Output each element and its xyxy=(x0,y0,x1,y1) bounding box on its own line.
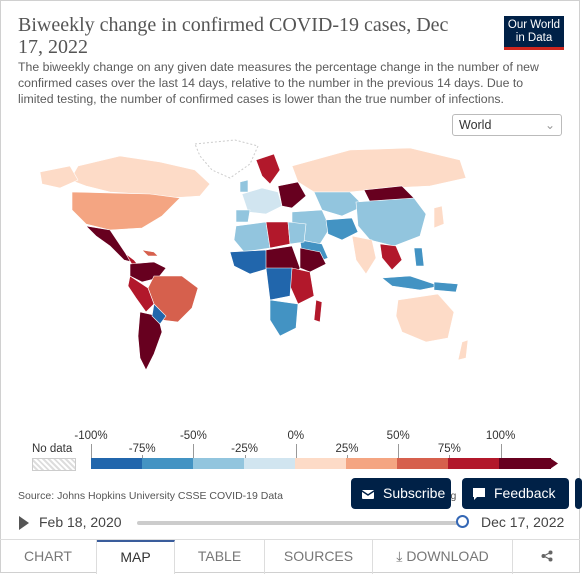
timeline-track[interactable] xyxy=(137,521,463,525)
chat-bubble-icon xyxy=(473,488,485,500)
map-greenland xyxy=(194,139,259,179)
region-select[interactable]: World ⌄ xyxy=(452,114,562,136)
tab-sources[interactable]: SOURCES xyxy=(265,540,373,574)
legend-tick-label: -75% xyxy=(128,443,156,455)
owid-logo[interactable]: Our World in Data xyxy=(504,16,564,50)
legend-tick-mark xyxy=(142,455,144,458)
tab-chart[interactable]: CHART xyxy=(0,540,97,574)
map-japan-korea xyxy=(433,205,445,229)
legend-tick-label: 25% xyxy=(335,443,359,455)
timeline-start-date[interactable]: Feb 18, 2020 xyxy=(39,514,122,530)
legend-tick-mark xyxy=(449,455,451,458)
logo-line-1: Our World xyxy=(507,19,561,31)
map-iberia xyxy=(235,209,251,223)
map-madagascar xyxy=(313,299,323,323)
legend-tick-mark xyxy=(347,455,348,458)
legend-tick-mark xyxy=(500,444,502,458)
map-east-africa xyxy=(289,267,315,305)
tab-download-label: DOWNLOAD xyxy=(406,548,489,564)
map-paraguay-uruguay xyxy=(151,303,167,325)
legend-swatch[interactable] xyxy=(448,458,499,469)
map-eastern-europe xyxy=(277,181,307,209)
share-button[interactable] xyxy=(513,540,580,574)
map-iran-afghanistan xyxy=(325,217,359,241)
feedback-label: Feedback xyxy=(494,485,556,501)
map-philippines xyxy=(413,247,425,267)
legend-swatch[interactable] xyxy=(499,458,551,469)
map-russia xyxy=(291,147,467,193)
source-text-tail: rg xyxy=(447,490,457,502)
extra-button-edge[interactable] xyxy=(575,478,582,509)
legend-tick-label: 0% xyxy=(287,430,305,442)
logo-line-2: in Data xyxy=(515,32,553,44)
map-india xyxy=(351,235,377,275)
map-usa xyxy=(71,191,181,231)
subscribe-label: Subscribe xyxy=(383,485,446,501)
legend-color-bar[interactable] xyxy=(91,458,551,469)
chevron-down-icon: ⌄ xyxy=(544,118,555,132)
map-canada xyxy=(69,155,211,199)
legend-swatch[interactable] xyxy=(193,458,244,469)
legend-no-data-swatch[interactable] xyxy=(32,458,76,471)
map-caribbean xyxy=(141,249,159,257)
map-china xyxy=(355,197,427,247)
envelope-icon xyxy=(361,490,375,499)
map-mexico xyxy=(85,225,133,263)
legend-tick-mark xyxy=(398,444,400,458)
map-libya xyxy=(265,221,291,249)
legend-swatch[interactable] xyxy=(346,458,397,469)
legend-tick-mark xyxy=(295,444,297,458)
legend-tick-mark xyxy=(193,444,195,458)
legend-tick-label: -100% xyxy=(74,430,108,442)
map-kazakhstan xyxy=(313,191,365,217)
legend-swatch[interactable] xyxy=(244,458,295,469)
legend-tick-label: 50% xyxy=(386,430,410,442)
legend-tick-label: 75% xyxy=(437,443,461,455)
legend-no-data-label: No data xyxy=(32,443,73,455)
download-icon: ⤓ xyxy=(396,548,403,564)
map-horn-of-africa xyxy=(299,247,327,273)
tab-map[interactable]: MAP xyxy=(97,540,175,574)
legend-tick-label: 100% xyxy=(485,430,516,442)
legend-tick-label: -50% xyxy=(179,430,207,442)
legend-swatch[interactable] xyxy=(397,458,448,469)
map-peru-bolivia xyxy=(127,275,155,313)
chart-title: Biweekly change in confirmed COVID-19 ca… xyxy=(18,14,449,58)
world-map[interactable] xyxy=(30,136,470,381)
timeline-handle[interactable] xyxy=(456,515,469,528)
tab-bar: CHART MAP TABLE SOURCES ⤓ DOWNLOAD xyxy=(0,539,580,574)
legend-end-arrow xyxy=(550,458,558,469)
map-southeast-asia xyxy=(379,243,403,271)
feedback-button[interactable]: Feedback xyxy=(462,478,569,509)
timeline-end-date[interactable]: Dec 17, 2022 xyxy=(481,514,565,530)
map-new-guinea xyxy=(433,281,459,293)
map-southern-africa xyxy=(269,299,299,337)
map-drc xyxy=(265,267,293,301)
map-egypt xyxy=(287,221,307,245)
chart-subtitle: The biweekly change on any given date me… xyxy=(18,60,539,106)
map-australia xyxy=(395,293,455,343)
map-uk xyxy=(239,179,249,193)
map-north-africa-west xyxy=(233,221,271,253)
map-indonesia xyxy=(381,275,442,291)
region-select-value: World xyxy=(459,118,492,132)
tab-table[interactable]: TABLE xyxy=(175,540,265,574)
legend-swatch[interactable] xyxy=(91,458,142,469)
map-scandinavia xyxy=(255,153,281,185)
legend-swatch[interactable] xyxy=(295,458,346,469)
map-alaska xyxy=(39,165,79,189)
source-text[interactable]: Source: Johns Hopkins University CSSE CO… xyxy=(18,490,283,502)
legend-tick-label: -25% xyxy=(231,443,259,455)
map-west-africa xyxy=(229,249,271,275)
share-icon xyxy=(541,550,552,562)
subscribe-button[interactable]: Subscribe xyxy=(351,478,451,509)
play-icon[interactable] xyxy=(19,516,29,530)
tab-download[interactable]: ⤓ DOWNLOAD xyxy=(373,540,513,574)
legend-tick-mark xyxy=(91,444,92,458)
map-new-zealand xyxy=(457,339,469,361)
legend-swatch[interactable] xyxy=(142,458,193,469)
legend-tick-mark xyxy=(244,455,246,458)
